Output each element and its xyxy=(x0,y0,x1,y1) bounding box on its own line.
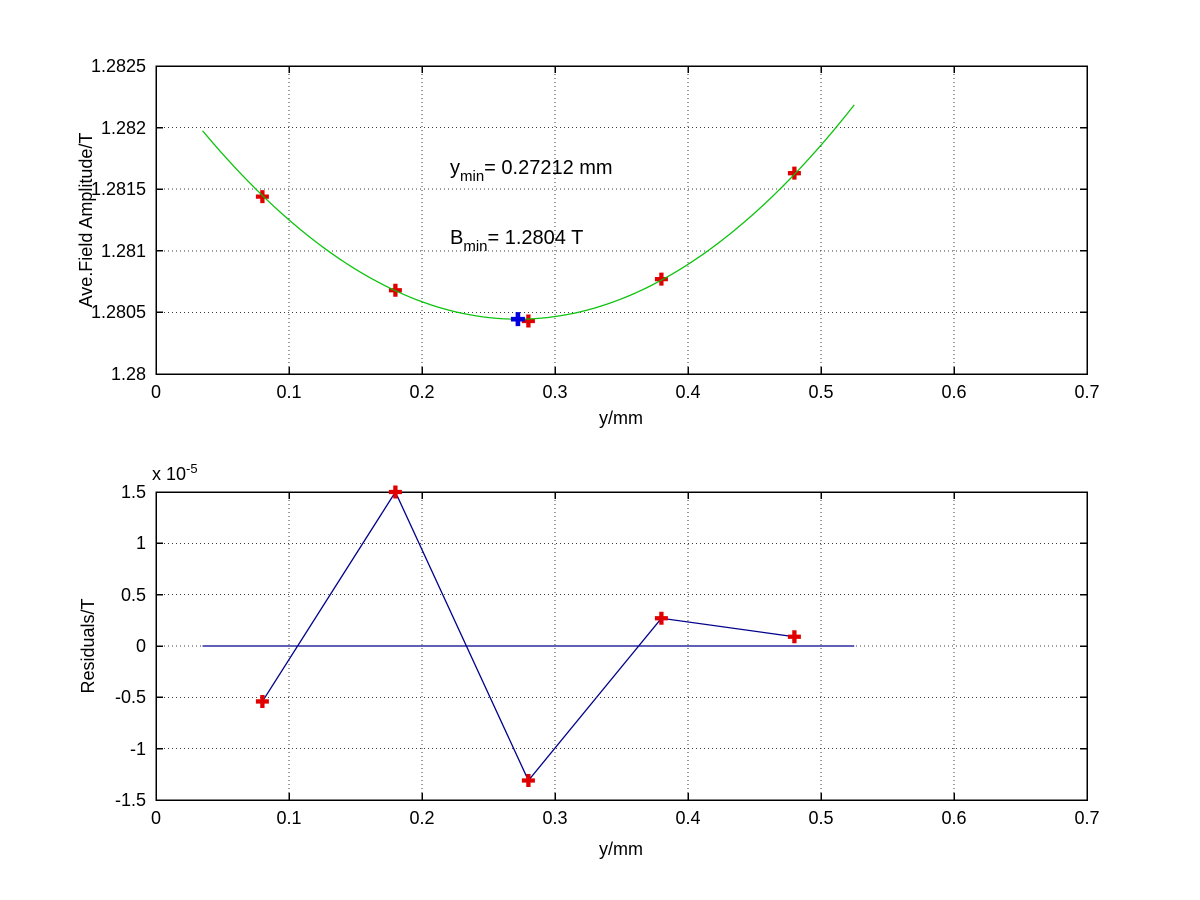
x-tick-label: 0.2 xyxy=(409,382,435,402)
bottom-x-axis-label: y/mm xyxy=(599,839,643,859)
top-y-axis-label: Ave.Field Amplitude/T xyxy=(76,132,96,308)
x-tick-label: 0.1 xyxy=(276,382,302,402)
y-tick-label: 0.5 xyxy=(120,584,146,605)
bmin-annotation-value: = 1.2804 T xyxy=(487,227,584,249)
y-tick-label: 1.2825 xyxy=(90,56,146,76)
bmin-annotation: Bmin= 1.2804 T xyxy=(450,228,583,254)
ymin-annotation-value: = 0.27212 mm xyxy=(484,157,613,179)
multiplier-prefix: x 10 xyxy=(152,464,187,484)
y-tick-label: 1.281 xyxy=(100,240,146,261)
x-tick-label: 0.4 xyxy=(675,808,701,828)
y-tick-label: 1.282 xyxy=(100,117,146,138)
y-tick-label: 1.28 xyxy=(110,364,146,384)
x-tick-label: 0.4 xyxy=(675,382,701,402)
x-tick-label: 0.6 xyxy=(941,808,967,828)
ymin-annotation-base: y xyxy=(450,157,460,179)
y-tick-label: 1.5 xyxy=(120,482,146,502)
top-plot-area xyxy=(155,65,1088,375)
bmin-annotation-base: B xyxy=(450,227,464,249)
y-tick-label: -1.5 xyxy=(114,790,146,810)
y-axis-exponent-multiplier: x 10-5 xyxy=(152,462,198,483)
x-tick-label: 0.6 xyxy=(941,382,967,402)
y-tick-label: -0.5 xyxy=(114,687,146,708)
top-x-axis-label: y/mm xyxy=(599,408,643,428)
x-tick-label: 0.1 xyxy=(276,808,302,828)
x-tick-label: 0.7 xyxy=(1074,382,1100,402)
x-tick-label: 0 xyxy=(150,382,162,402)
x-tick-label: 0.7 xyxy=(1074,808,1100,828)
x-tick-label: 0.5 xyxy=(808,382,834,402)
x-tick-label: 0.5 xyxy=(808,808,834,828)
ymin-annotation-sub: min xyxy=(460,168,485,185)
multiplier-exponent: -5 xyxy=(186,461,198,476)
y-tick-label: 1 xyxy=(135,533,146,554)
bottom-plot-area xyxy=(155,485,1088,801)
x-tick-label: 0.3 xyxy=(542,382,568,402)
y-tick-label: 1.2805 xyxy=(90,302,146,323)
y-tick-label: 1.2815 xyxy=(90,179,146,200)
ymin-annotation: ymin= 0.27212 mm xyxy=(450,158,613,184)
y-tick-label: 0 xyxy=(135,636,146,656)
x-tick-label: 0 xyxy=(150,808,162,828)
x-tick-label: 0.3 xyxy=(542,808,568,828)
bmin-annotation-sub: min xyxy=(463,238,488,255)
y-tick-label: -1 xyxy=(129,738,146,759)
x-tick-label: 0.2 xyxy=(409,808,435,828)
